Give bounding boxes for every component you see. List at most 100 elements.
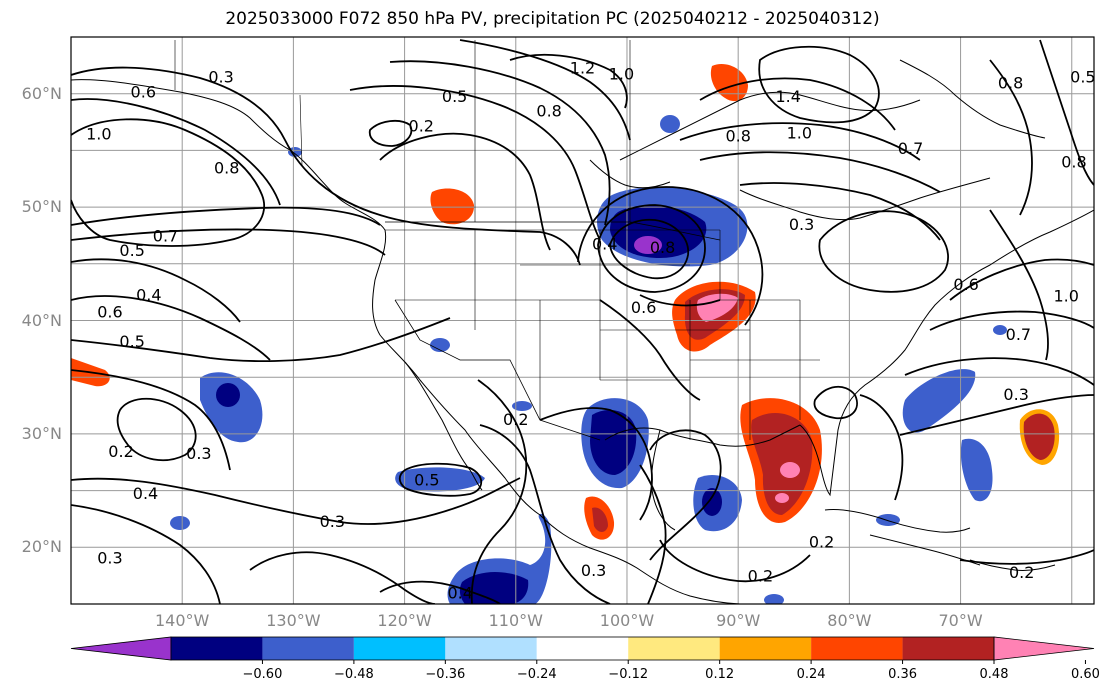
- precip-blob: [960, 438, 993, 502]
- precip-blob: [751, 412, 813, 515]
- pv-contour: [459, 39, 631, 141]
- longitude-label: 80°W: [827, 611, 872, 630]
- colorbar-swatch: [719, 637, 812, 660]
- colorbar-label: −0.12: [608, 667, 649, 682]
- longitude-label: 100°W: [599, 611, 655, 630]
- contour-label: 0.8: [998, 73, 1023, 92]
- graticule: [71, 37, 1094, 604]
- colorbar-frame: [170, 636, 995, 661]
- longitude-label: 140°W: [155, 611, 210, 630]
- colorbar-extend-min: [70, 636, 172, 661]
- pv-contour: [639, 464, 667, 604]
- pv-contour: [249, 551, 436, 604]
- precip-blob: [660, 115, 680, 133]
- coastline: [604, 424, 801, 447]
- precip-blob: [993, 325, 1007, 335]
- pv-contour: [71, 228, 386, 256]
- colorbar-swatch: [536, 637, 629, 660]
- colorbar-swatch: [902, 637, 994, 660]
- pv-contour: [959, 549, 1094, 565]
- coastline: [739, 177, 991, 221]
- map-frame: [70, 36, 1095, 605]
- contour-label: 0.2: [1009, 563, 1034, 582]
- contour-label: 1.0: [609, 64, 634, 83]
- contour-label: 0.5: [1070, 68, 1095, 87]
- contour-label: 0.3: [186, 444, 211, 463]
- contour-label: 0.2: [108, 442, 133, 461]
- pv-contour: [71, 317, 451, 363]
- pv-contour: [71, 258, 241, 323]
- pv-contour: [859, 394, 904, 501]
- colorbar-label: −0.48: [333, 667, 374, 682]
- coastline: [71, 79, 541, 516]
- country-border: [394, 299, 601, 441]
- longitude-label: 130°W: [266, 611, 321, 630]
- colorbar-label: −0.24: [516, 667, 557, 682]
- colorbar-label: −0.60: [242, 667, 283, 682]
- pv-contour: [71, 66, 581, 266]
- pv-contour: [899, 394, 1094, 436]
- precip-blob: [459, 572, 529, 604]
- contour-label: 0.2: [503, 410, 528, 429]
- pv-contour: [509, 53, 628, 109]
- pv-contour: [739, 182, 941, 241]
- precip-blob: [288, 147, 302, 157]
- coastline: [824, 509, 971, 533]
- pv-contour: [699, 151, 941, 193]
- contour-label: 0.3: [97, 549, 122, 568]
- latitude-label: 40°N: [21, 310, 62, 330]
- contour-label: 0.5: [119, 332, 144, 351]
- contour-label: 0.3: [208, 68, 233, 87]
- contour-label: 0.4: [136, 285, 161, 304]
- colorbar: [70, 636, 1095, 664]
- pv-contour: [379, 580, 501, 604]
- coastline: [539, 514, 741, 604]
- contour-label: 0.5: [442, 87, 467, 106]
- pv-contour: [71, 295, 271, 361]
- contour-label: 0.4: [133, 484, 158, 503]
- longitude-label: 110°W: [488, 611, 543, 630]
- contour-label: 1.0: [1053, 287, 1078, 306]
- contour-label: 0.3: [581, 561, 606, 580]
- coastline: [799, 209, 1094, 497]
- pv-contour: [539, 407, 653, 521]
- colorbar-label: 0.48: [979, 667, 1009, 682]
- colorbar-label: 0.60: [1070, 667, 1100, 682]
- contour-label: 0.8: [214, 158, 239, 177]
- contour-labels: 0.3 0.6 1.0 0.8 0.7 0.5 0.4 0.6 0.5 0.2 0.3 0.4 0.3 0…: [86, 59, 1095, 603]
- precip-blob: [590, 410, 637, 475]
- pv-contour: [71, 206, 381, 226]
- contour-label: 0.8: [1061, 153, 1086, 172]
- pv-contour: [597, 204, 706, 293]
- contour-label: 1.0: [787, 123, 812, 142]
- pv-contour: [71, 477, 521, 525]
- contour-label: 0.8: [725, 127, 750, 146]
- state-border: [385, 229, 820, 440]
- pv-contour: [949, 258, 1094, 301]
- contour-label: 0.4: [592, 234, 617, 253]
- pv-contour: [818, 210, 949, 293]
- coastline: [969, 559, 1056, 571]
- longitude-label: 120°W: [377, 611, 432, 630]
- latitude-label: 50°N: [21, 197, 62, 217]
- precip-blob: [430, 338, 450, 352]
- pv-contour: [389, 60, 611, 226]
- colorbar-label: 0.12: [705, 667, 735, 682]
- contour-label: 0.7: [153, 226, 178, 245]
- precip-blob: [430, 188, 475, 225]
- colorbar-label: −0.36: [425, 667, 466, 682]
- contour-label: 0.2: [409, 116, 434, 135]
- pv-contour: [71, 504, 221, 604]
- precip-blob: [775, 493, 789, 503]
- contour-label: 0.3: [1003, 385, 1028, 404]
- precip-blob: [696, 293, 738, 322]
- pv-contour: [71, 118, 265, 247]
- pv-contour: [679, 122, 921, 161]
- colorbar-swatch: [262, 637, 354, 660]
- pv-contour: [929, 310, 1094, 331]
- contour-label: 1.2: [570, 59, 595, 78]
- pv-contour: [989, 209, 1049, 361]
- longitude-label: 90°W: [716, 611, 761, 630]
- coastline: [619, 91, 921, 161]
